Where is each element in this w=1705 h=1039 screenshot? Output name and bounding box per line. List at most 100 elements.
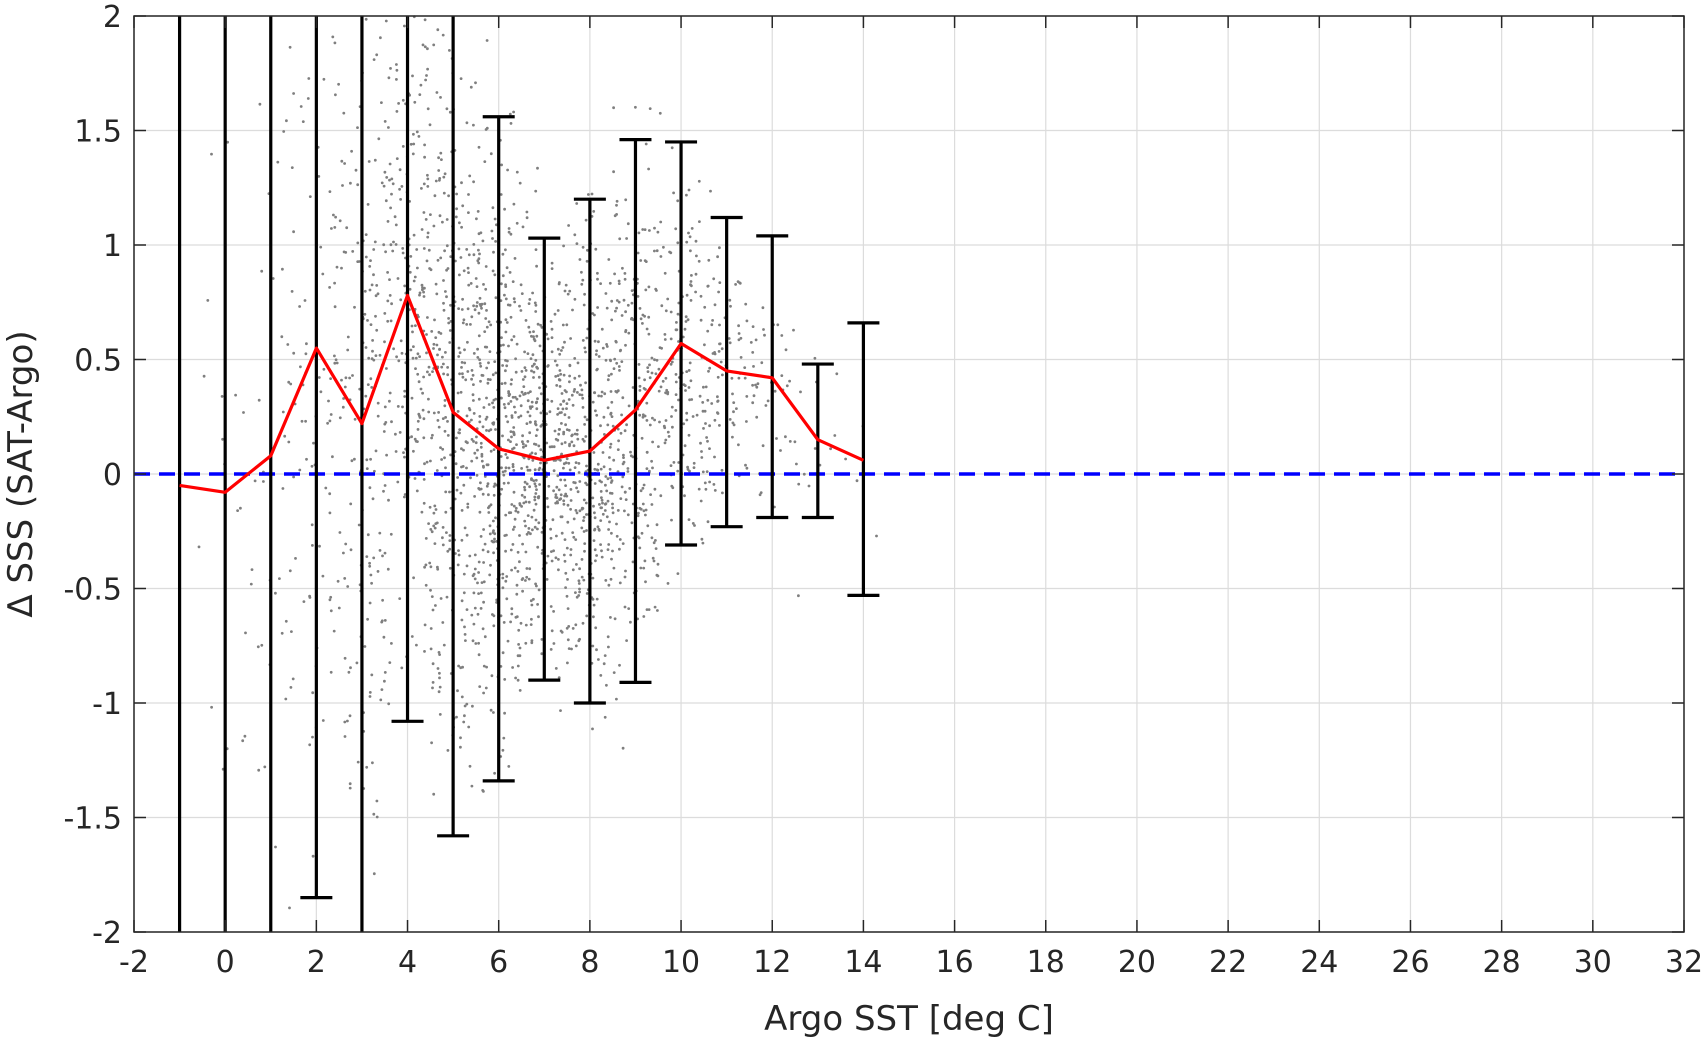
scatter-point — [593, 528, 596, 532]
scatter-point — [344, 376, 348, 380]
scatter-point — [328, 419, 332, 423]
scatter-point — [433, 542, 437, 545]
y-tick-label: -0.5 — [63, 573, 122, 608]
scatter-point — [550, 550, 553, 553]
scatter-point — [321, 272, 325, 276]
scatter-point — [479, 304, 483, 308]
scatter-point — [697, 179, 701, 183]
scatter-point — [507, 438, 510, 442]
scatter-point — [460, 599, 464, 603]
scatter-point — [566, 661, 569, 665]
scatter-point — [567, 461, 571, 465]
x-tick-label: 22 — [1209, 945, 1247, 980]
scatter-point — [518, 689, 522, 692]
scatter-point — [642, 509, 646, 513]
scatter-point — [434, 336, 438, 339]
scatter-point — [485, 325, 489, 329]
scatter-point — [666, 430, 670, 434]
scatter-point — [716, 375, 720, 379]
scatter-point — [583, 549, 586, 553]
scatter-point — [456, 563, 460, 567]
scatter-point — [592, 603, 596, 607]
scatter-point — [539, 461, 542, 465]
scatter-point — [410, 324, 414, 328]
scatter-point — [426, 185, 430, 188]
scatter-point — [646, 370, 650, 373]
scatter-point — [371, 761, 374, 765]
scatter-point — [494, 397, 498, 401]
scatter-point — [429, 213, 432, 217]
scatter-point — [630, 316, 634, 320]
scatter-point — [534, 310, 538, 313]
scatter-point — [458, 351, 462, 355]
scatter-point — [446, 366, 449, 369]
x-tick-label: 32 — [1665, 945, 1703, 980]
scatter-point — [755, 385, 759, 389]
scatter-point — [512, 202, 516, 206]
scatter-point — [550, 350, 554, 354]
scatter-point — [638, 546, 642, 550]
scatter-point — [460, 538, 464, 542]
scatter-point — [626, 470, 630, 473]
scatter-point — [677, 340, 680, 343]
scatter-point — [440, 458, 443, 461]
scatter-point — [582, 498, 586, 502]
scatter-point — [346, 585, 350, 588]
scatter-point — [437, 330, 441, 334]
scatter-point — [638, 506, 642, 510]
scatter-point — [368, 691, 372, 694]
scatter-point — [397, 359, 401, 363]
scatter-point — [507, 481, 510, 485]
scatter-point — [482, 464, 485, 468]
scatter-point — [761, 306, 765, 310]
y-tick-label: 1 — [103, 229, 122, 264]
scatter-point — [581, 339, 585, 342]
scatter-point — [459, 390, 463, 394]
scatter-point — [539, 411, 543, 415]
scatter-point — [688, 398, 691, 402]
scatter-point — [575, 595, 579, 599]
scatter-point — [563, 559, 567, 563]
scatter-point — [418, 414, 421, 418]
scatter-point — [349, 666, 352, 670]
scatter-point — [477, 257, 481, 261]
scatter-point — [369, 259, 372, 262]
scatter-point — [656, 230, 660, 234]
scatter-point — [569, 499, 573, 502]
scatter-point — [643, 314, 646, 318]
scatter-point — [234, 393, 238, 397]
scatter-point — [618, 369, 621, 372]
scatter-point — [395, 78, 398, 81]
scatter-point — [550, 327, 554, 331]
scatter-point — [583, 542, 587, 545]
scatter-point — [797, 482, 801, 486]
scatter-point — [463, 361, 467, 365]
scatter-point — [538, 344, 542, 348]
scatter-point — [308, 743, 312, 747]
scatter-point — [456, 410, 460, 413]
scatter-point — [552, 610, 555, 613]
scatter-point — [661, 379, 665, 383]
scatter-point — [478, 510, 482, 514]
scatter-point — [654, 547, 658, 550]
scatter-point — [737, 376, 741, 380]
scatter-point — [575, 486, 578, 490]
scatter-point — [639, 489, 643, 493]
scatter-point — [468, 554, 472, 558]
scatter-point — [431, 681, 435, 684]
scatter-point — [650, 371, 654, 375]
scatter-point — [538, 483, 541, 486]
scatter-point — [477, 248, 480, 252]
scatter-point — [322, 77, 326, 81]
scatter-point — [461, 297, 464, 301]
scatter-point — [524, 550, 528, 554]
scatter-point — [478, 362, 482, 365]
scatter-point — [654, 539, 657, 542]
scatter-point — [717, 350, 721, 353]
scatter-point — [669, 362, 673, 366]
scatter-point — [754, 383, 757, 387]
scatter-point — [479, 364, 483, 368]
scatter-point — [380, 101, 383, 104]
scatter-point — [220, 395, 224, 398]
scatter-point — [434, 282, 438, 286]
